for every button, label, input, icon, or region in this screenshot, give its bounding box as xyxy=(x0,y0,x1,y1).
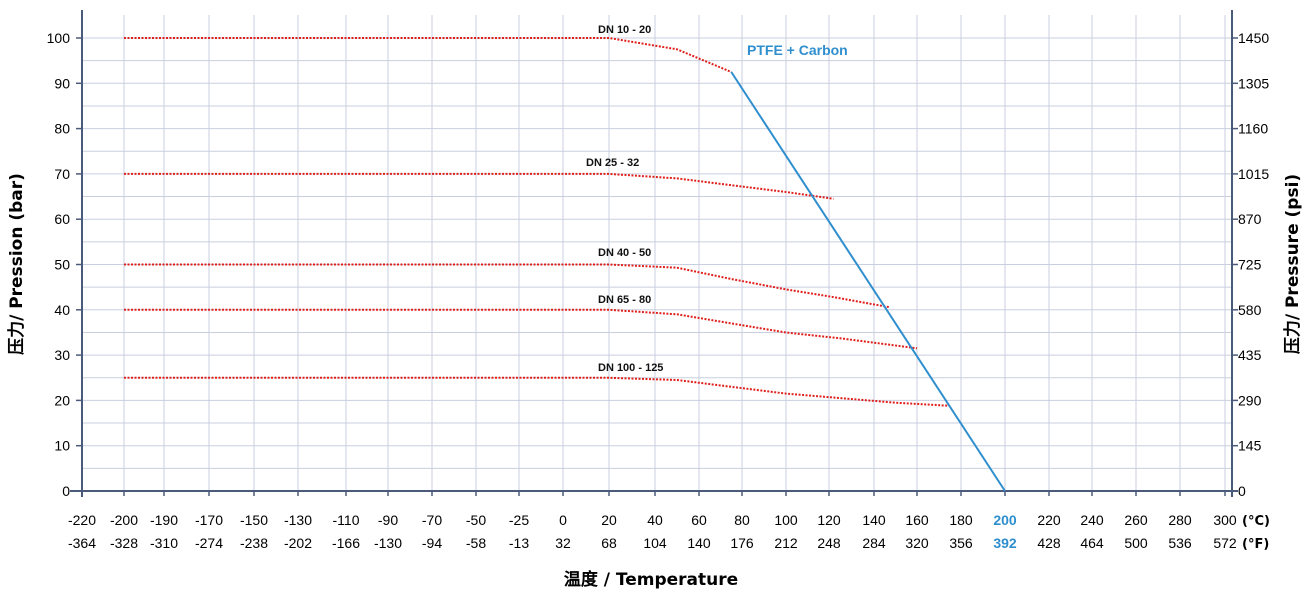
y-left-tick-label: 60 xyxy=(54,211,70,227)
y-right-tick-label: 1450 xyxy=(1238,30,1269,46)
series-lines xyxy=(124,37,1006,492)
x-tick-label-fahrenheit: -274 xyxy=(195,535,223,551)
x-tick-label-fahrenheit: -328 xyxy=(110,535,138,551)
tick-labels: 0 0 10 145 20 290 30 435 40 580 50 725 60 870 70 1015 80… xyxy=(47,30,1270,551)
x-tick-label-fahrenheit: -202 xyxy=(284,535,312,551)
x-tick-label-fahrenheit: -58 xyxy=(466,535,486,551)
x-tick-label-fahrenheit: 176 xyxy=(730,535,754,551)
x-tick-label-celsius: 140 xyxy=(862,512,886,528)
series-line xyxy=(730,71,1006,492)
axes xyxy=(70,10,1238,497)
series-label: DN 40 - 50 xyxy=(598,247,651,259)
x-tick-label-celsius: 120 xyxy=(817,512,841,528)
x-tick-label-fahrenheit: 464 xyxy=(1080,535,1104,551)
series-line xyxy=(124,263,890,309)
grid xyxy=(82,15,1232,491)
series-line xyxy=(124,172,834,200)
x-tick-label-celsius: 220 xyxy=(1037,512,1061,528)
x-unit-celsius: (°C) xyxy=(1242,514,1270,529)
y-axis-left-label: 压力/ Pression (bar) xyxy=(6,173,27,355)
y-axis-right-label: 压力/ Pressure (psi) xyxy=(1282,174,1302,354)
y-right-tick-label: 1305 xyxy=(1238,75,1269,91)
x-tick-label-celsius: -90 xyxy=(378,512,398,528)
x-tick-label-celsius: 40 xyxy=(647,512,663,528)
x-tick-label-celsius: 80 xyxy=(734,512,750,528)
x-tick-label-celsius: 60 xyxy=(691,512,707,528)
y-left-tick-label: 20 xyxy=(54,392,70,408)
y-right-tick-label: 290 xyxy=(1238,392,1262,408)
y-left-tick-label: 30 xyxy=(54,347,70,363)
x-tick-label-fahrenheit: -13 xyxy=(509,535,529,551)
x-tick-label-fahrenheit: -94 xyxy=(422,535,442,551)
x-tick-label-fahrenheit: 500 xyxy=(1124,535,1148,551)
x-tick-label-fahrenheit: 68 xyxy=(601,535,617,551)
x-tick-label-celsius: 280 xyxy=(1168,512,1192,528)
x-tick-label-fahrenheit: 428 xyxy=(1037,535,1061,551)
x-tick-label-celsius: -130 xyxy=(284,512,312,528)
x-axis-label: 温度 / Temperature xyxy=(564,569,738,590)
x-tick-label-celsius: -110 xyxy=(333,512,360,528)
x-tick-label-celsius: -220 xyxy=(68,512,96,528)
x-tick-label-celsius: 260 xyxy=(1124,512,1148,528)
x-tick-label-celsius: -50 xyxy=(466,512,486,528)
x-tick-label-celsius: -25 xyxy=(509,512,529,528)
x-tick-label-celsius: 100 xyxy=(774,512,798,528)
series-label: DN 25 - 32 xyxy=(586,157,639,169)
y-right-tick-label: 1160 xyxy=(1238,121,1268,137)
x-tick-label-fahrenheit: -130 xyxy=(374,535,402,551)
series-line xyxy=(124,308,918,350)
x-tick-label-fahrenheit: -166 xyxy=(332,535,360,551)
x-tick-label-celsius: 200 xyxy=(993,512,1017,528)
x-tick-label-fahrenheit: 248 xyxy=(817,535,841,551)
x-tick-label-celsius: -200 xyxy=(110,512,138,528)
x-tick-label-fahrenheit: 32 xyxy=(555,535,571,551)
x-tick-label-celsius: 0 xyxy=(559,512,567,528)
x-tick-label-celsius: -190 xyxy=(150,512,178,528)
x-unit-fahrenheit: (°F) xyxy=(1242,537,1269,552)
y-right-tick-label: 580 xyxy=(1238,302,1262,318)
x-tick-label-fahrenheit: 284 xyxy=(862,535,886,551)
x-tick-label-celsius: 180 xyxy=(949,512,973,528)
series-labels: DN 10 - 20 DN 25 - 32 DN 40 - 50 DN 65 - 80… xyxy=(586,24,848,374)
x-tick-label-fahrenheit: 140 xyxy=(687,535,711,551)
x-tick-label-fahrenheit: -364 xyxy=(68,535,96,551)
x-tick-label-celsius: -70 xyxy=(422,512,442,528)
y-left-tick-label: 0 xyxy=(62,483,70,499)
x-tick-label-celsius: -170 xyxy=(195,512,223,528)
y-right-tick-label: 435 xyxy=(1238,347,1262,363)
x-tick-label-celsius: 20 xyxy=(601,512,617,528)
x-tick-label-celsius: 160 xyxy=(905,512,929,528)
x-tick-label-fahrenheit: 356 xyxy=(949,535,973,551)
series-line xyxy=(124,376,951,407)
x-tick-label-fahrenheit: -238 xyxy=(240,535,268,551)
y-right-tick-label: 870 xyxy=(1238,211,1262,227)
x-tick-label-fahrenheit: 392 xyxy=(993,535,1017,551)
series-label: DN 65 - 80 xyxy=(598,294,651,306)
series-label: PTFE + Carbon xyxy=(747,42,848,58)
y-left-tick-label: 90 xyxy=(54,75,70,91)
y-right-tick-label: 725 xyxy=(1238,257,1262,273)
y-left-tick-label: 100 xyxy=(47,30,71,46)
x-tick-label-celsius: 300 xyxy=(1213,512,1237,528)
x-tick-label-celsius: -150 xyxy=(240,512,268,528)
y-right-tick-label: 1015 xyxy=(1238,166,1269,182)
x-tick-label-fahrenheit: 320 xyxy=(905,535,929,551)
y-left-tick-label: 40 xyxy=(54,302,70,318)
y-left-tick-label: 50 xyxy=(54,257,70,273)
y-right-tick-label: 145 xyxy=(1238,438,1262,454)
x-tick-label-fahrenheit: 104 xyxy=(643,535,667,551)
x-tick-label-fahrenheit: 572 xyxy=(1213,535,1237,551)
series-line xyxy=(124,37,732,73)
y-right-tick-label: 0 xyxy=(1238,483,1246,499)
series-label: DN 10 - 20 xyxy=(598,24,651,36)
x-tick-label-fahrenheit: 212 xyxy=(774,535,798,551)
y-left-tick-label: 80 xyxy=(54,121,70,137)
x-tick-label-fahrenheit: -310 xyxy=(150,535,178,551)
y-left-tick-label: 70 xyxy=(54,166,70,182)
x-tick-label-celsius: 240 xyxy=(1080,512,1104,528)
y-left-tick-label: 10 xyxy=(54,438,70,454)
x-tick-label-fahrenheit: 536 xyxy=(1168,535,1192,551)
series-label: DN 100 - 125 xyxy=(598,362,663,374)
